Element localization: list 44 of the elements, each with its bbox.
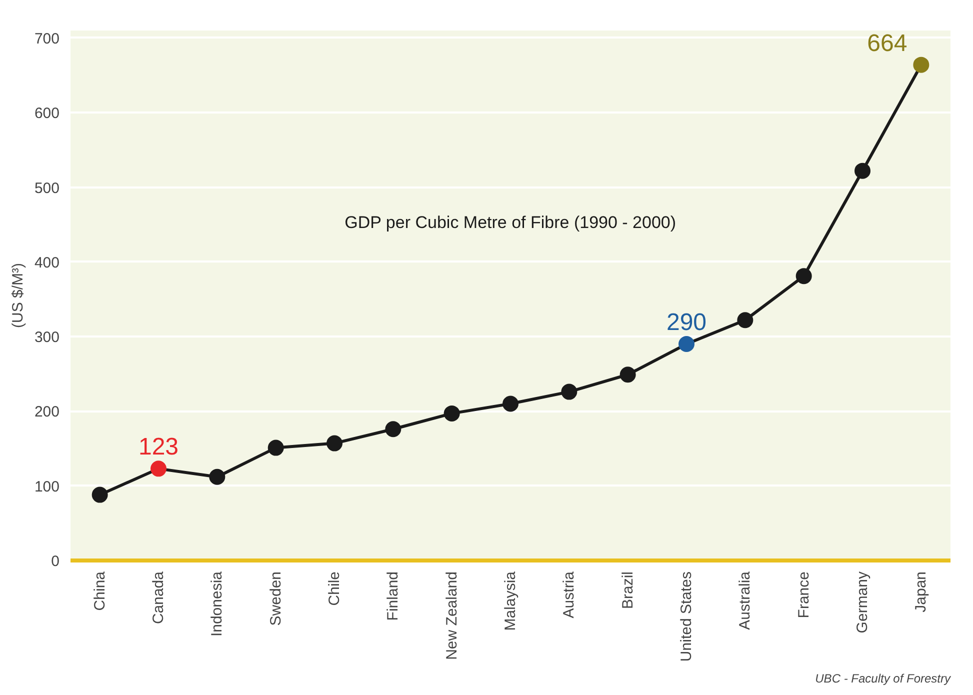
point	[678, 336, 694, 352]
point	[92, 486, 108, 503]
x-tick-label: Japan	[912, 571, 930, 612]
data-label: 664	[867, 30, 908, 57]
y-tick-label: 100	[34, 478, 60, 496]
x-tick-label: France	[795, 571, 812, 618]
y-tick-label: 700	[34, 30, 60, 48]
x-tick-label: Malaysia	[502, 570, 519, 631]
x-tick-label: Finland	[384, 571, 402, 621]
data-label: 290	[666, 309, 707, 336]
point	[385, 421, 402, 438]
text: GDP per Cubic Metre of Fibre (1990 - 2000)	[344, 212, 676, 232]
point	[326, 435, 342, 452]
point	[150, 460, 166, 477]
point	[502, 396, 518, 412]
point	[854, 162, 870, 179]
y-tick-label: 0	[51, 553, 60, 570]
x-tick-label: Canada	[150, 570, 167, 624]
x-tick-label: Austria	[560, 570, 578, 618]
point	[209, 468, 226, 485]
x-tick-label: Sweden	[267, 571, 284, 626]
y-tick-label: 200	[34, 404, 60, 421]
y-tick-label: 300	[34, 329, 60, 346]
point	[561, 384, 578, 400]
point	[620, 366, 636, 383]
y-tick-label: 500	[34, 180, 60, 197]
data-label: 123	[138, 434, 179, 461]
point	[796, 268, 812, 284]
x-tick-label: United States	[678, 571, 695, 662]
y-tick-label: 600	[34, 105, 60, 122]
x-tick-label: Indonesia	[208, 570, 226, 637]
x-tick-label: New Zealand	[443, 571, 460, 660]
point	[268, 440, 284, 456]
x-tick-label: Australia	[736, 570, 754, 630]
x-tick-label: Brazil	[619, 571, 636, 610]
point	[737, 312, 754, 328]
x-tick-label: Chile	[326, 571, 343, 606]
x-tick-label: Germany	[854, 571, 871, 634]
point	[913, 56, 930, 73]
y-tick-label: 400	[34, 254, 60, 272]
text: UBC - Faculty of Forestry	[815, 672, 952, 686]
x-tick-label: China	[91, 570, 108, 611]
y-axis-title: (US $/M³)	[9, 263, 26, 328]
point	[444, 405, 460, 422]
